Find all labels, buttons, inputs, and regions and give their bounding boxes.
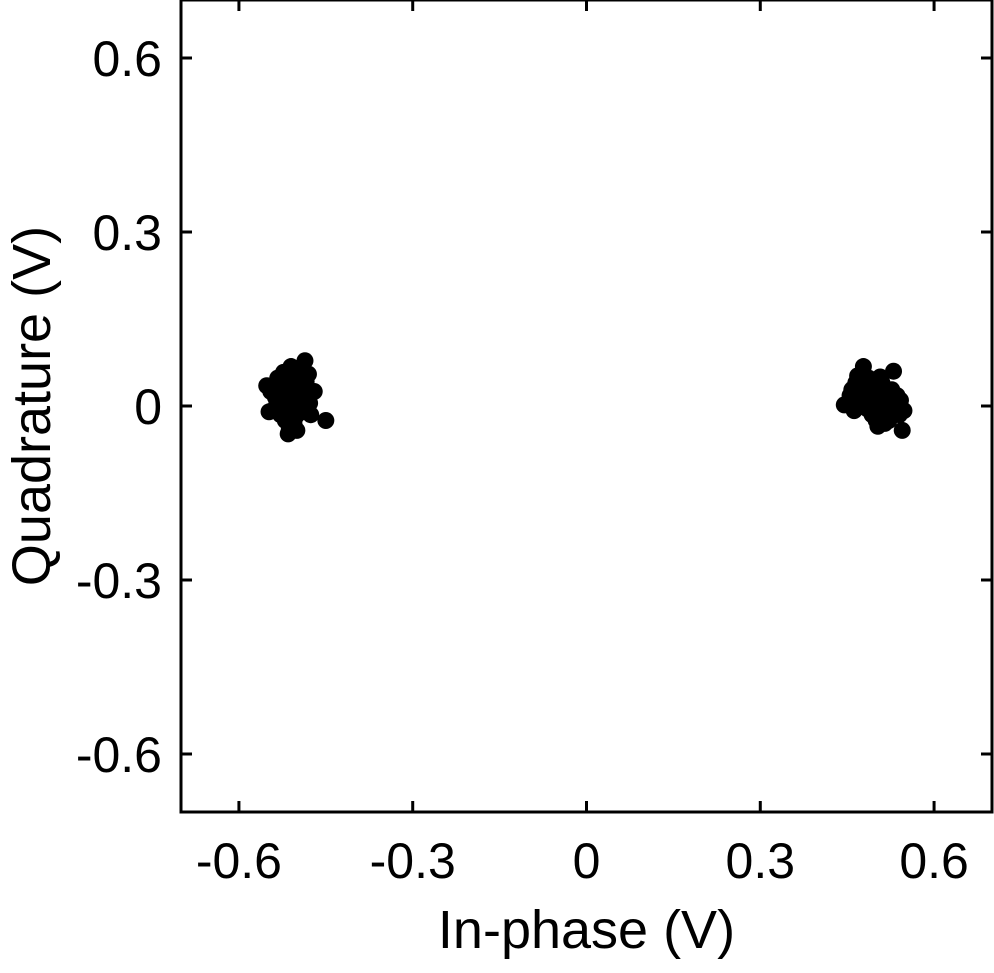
data-point [872, 407, 890, 425]
y-tick-label: 0.3 [92, 205, 162, 261]
data-point [885, 362, 903, 380]
data-point [260, 403, 278, 421]
data-point [888, 387, 906, 405]
data-point [845, 402, 863, 420]
data-point [296, 352, 314, 370]
x-tick-label: -0.3 [370, 833, 456, 889]
data-point [893, 421, 911, 439]
y-tick-label: 0.6 [92, 31, 162, 87]
data-point [288, 421, 306, 439]
points-layer [258, 352, 913, 443]
y-tick-label: 0 [134, 379, 162, 435]
plot-frame [179, 0, 994, 814]
ticks-layer [181, 0, 992, 812]
x-tick-label: -0.6 [196, 833, 282, 889]
y-tick-label: -0.3 [76, 553, 162, 609]
data-point [868, 377, 886, 395]
data-point [849, 367, 867, 385]
data-point [856, 390, 874, 408]
x-axis-label: In-phase (V) [438, 900, 735, 960]
data-point [297, 373, 315, 391]
data-point [288, 397, 306, 415]
x-tick-label: 0 [573, 833, 601, 889]
x-tick-label: 0.6 [899, 833, 969, 889]
data-point [275, 400, 293, 418]
data-point [317, 412, 335, 429]
data-point [302, 406, 320, 424]
y-axis-label: Quadrature (V) [2, 226, 62, 586]
tick-labels-layer: -0.6 -0.3 0 0.3 0.6 -0.6 -0.3 0 0.3 0.6 [76, 31, 969, 889]
data-point [895, 402, 913, 420]
series-2 [835, 358, 913, 439]
y-tick-label: -0.6 [76, 727, 162, 783]
data-point [258, 377, 276, 395]
x-tick-label: 0.3 [726, 833, 796, 889]
data-point [843, 381, 861, 399]
data-point [271, 380, 289, 398]
series-1 [258, 352, 335, 443]
